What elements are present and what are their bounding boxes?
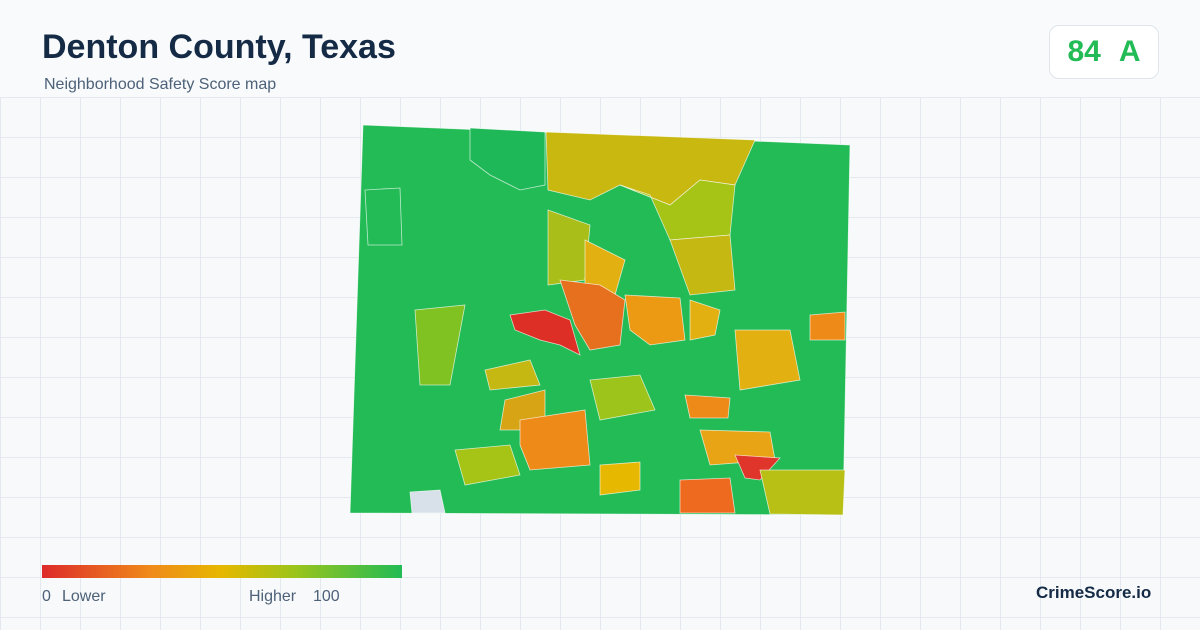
region xyxy=(684,394,731,419)
legend-gradient xyxy=(42,565,402,578)
region xyxy=(589,374,656,421)
title: Denton County, Texas xyxy=(42,28,396,66)
region xyxy=(679,477,736,514)
region xyxy=(734,329,801,391)
legend-min-label: Lower xyxy=(62,588,106,605)
score-value: 84 xyxy=(1067,35,1101,68)
score-grade: A xyxy=(1118,35,1141,68)
region xyxy=(599,461,641,496)
region xyxy=(759,469,846,516)
region xyxy=(364,187,403,246)
legend-max-label: Higher xyxy=(249,588,297,605)
region xyxy=(469,127,546,191)
header: Denton County, Texas Neighborhood Safety… xyxy=(0,0,1200,97)
region xyxy=(509,309,581,356)
region xyxy=(669,234,736,296)
score-badge: 84 A xyxy=(1049,25,1159,79)
region xyxy=(689,299,721,341)
region xyxy=(559,279,626,351)
region xyxy=(519,409,591,471)
region xyxy=(409,489,446,514)
brand: CrimeScore.io xyxy=(1036,583,1152,602)
region xyxy=(619,179,736,241)
region xyxy=(484,359,541,391)
subtitle: Neighborhood Safety Score map xyxy=(44,76,277,93)
region xyxy=(734,454,781,481)
region xyxy=(809,311,846,341)
region xyxy=(454,444,521,486)
region xyxy=(414,304,466,386)
legend-min: 0 xyxy=(42,588,51,605)
legend-max: 100 xyxy=(313,588,340,605)
region xyxy=(624,294,686,346)
